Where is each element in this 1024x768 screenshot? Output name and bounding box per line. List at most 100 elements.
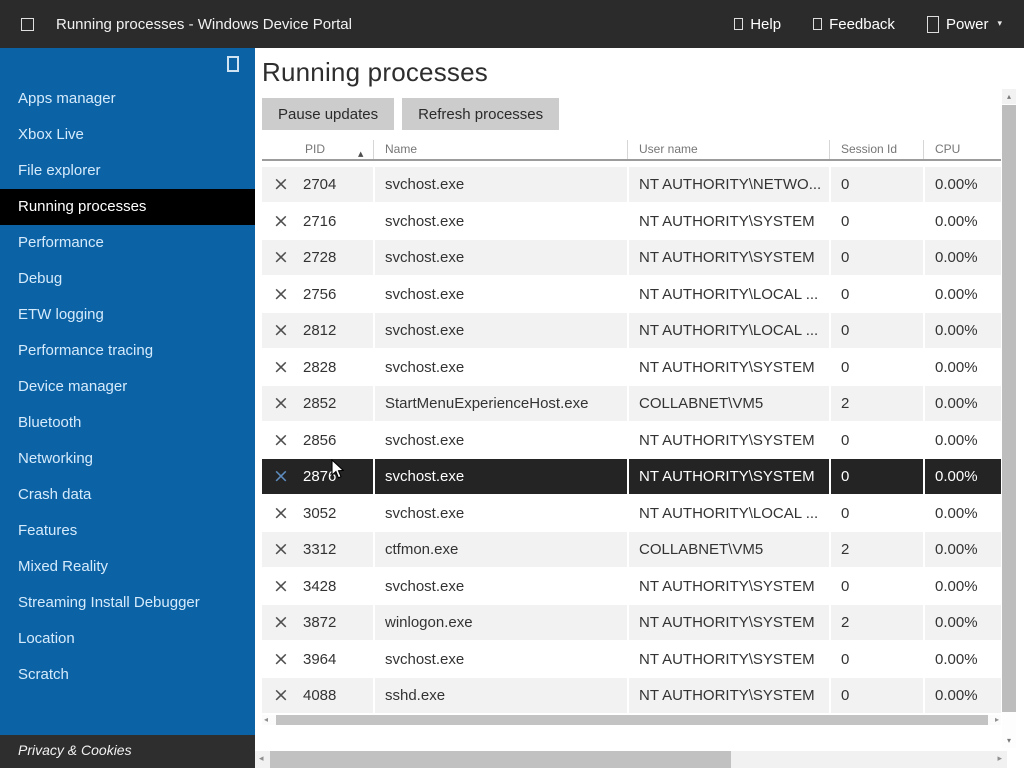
sidebar-item-location[interactable]: Location xyxy=(18,630,75,647)
table-row[interactable]: × 2856 svchost.exe NT AUTHORITY\SYSTEM 0 0.00… xyxy=(262,422,1001,458)
session-cell: 0 xyxy=(829,678,923,713)
table-row[interactable]: × 2876 svchost.exe NT AUTHORITY\SYSTEM 0 0.00… xyxy=(262,459,1001,494)
table-row[interactable]: × 2852 StartMenuExperienceHost.exe COLLABNE… xyxy=(262,386,1001,421)
kill-process-icon[interactable]: × xyxy=(273,319,289,341)
user-cell: NT AUTHORITY\LOCAL ... xyxy=(627,276,829,312)
table-row[interactable]: × 2716 svchost.exe NT AUTHORITY\SYSTEM 0 0.00… xyxy=(262,203,1001,239)
sidebar-item-performance[interactable]: Performance xyxy=(18,234,104,251)
name-cell: svchost.exe xyxy=(373,641,627,677)
help-button[interactable]: Help xyxy=(734,16,781,33)
kill-process-icon[interactable]: × xyxy=(273,428,289,451)
kill-process-icon[interactable]: × xyxy=(273,392,289,414)
table-horizontal-scrollbar[interactable]: ◂ ▸ xyxy=(262,715,1001,725)
toolbar: Pause updates Refresh processes xyxy=(262,98,560,130)
column-header-username[interactable]: User name xyxy=(627,140,829,159)
pause-updates-button[interactable]: Pause updates xyxy=(262,98,395,130)
column-header-cpu[interactable]: CPU xyxy=(923,140,1001,159)
table-row[interactable]: × 3428 svchost.exe NT AUTHORITY\SYSTEM 0 0.00… xyxy=(262,568,1001,604)
column-header-name[interactable]: Name xyxy=(373,140,627,159)
kill-process-icon[interactable]: × xyxy=(273,465,289,487)
user-cell: NT AUTHORITY\SYSTEM xyxy=(627,349,829,385)
sidebar-item-scratch[interactable]: Scratch xyxy=(18,666,69,683)
kill-process-icon[interactable]: × xyxy=(273,173,289,195)
scroll-right-icon[interactable]: ▸ xyxy=(997,754,1002,764)
column-header-sessionid[interactable]: Session Id xyxy=(829,140,923,159)
sidebar-item-streaming-install-debugger[interactable]: Streaming Install Debugger xyxy=(18,594,200,611)
kill-process-icon[interactable]: × xyxy=(273,501,289,524)
table-header: PID ▲ Name User name Session Id CPU xyxy=(262,140,1001,161)
name-cell: svchost.exe xyxy=(373,349,627,385)
cpu-cell: 0.00% xyxy=(923,459,1001,494)
kill-process-icon[interactable]: × xyxy=(273,574,289,597)
kill-process-icon[interactable]: × xyxy=(273,282,289,305)
sidebar-item-running-processes[interactable]: Running processes xyxy=(0,189,255,225)
table-row[interactable]: × 2704 svchost.exe NT AUTHORITY\NETWO... 0 0.… xyxy=(262,167,1001,202)
pid-cell: 3428 xyxy=(303,577,337,595)
table-row[interactable]: × 4088 sshd.exe NT AUTHORITY\SYSTEM 0 0.00% xyxy=(262,678,1001,713)
pid-cell: 2716 xyxy=(303,212,337,230)
user-cell: COLLABNET\VM5 xyxy=(627,386,829,421)
scroll-down-icon[interactable]: ▾ xyxy=(1006,736,1011,745)
name-cell: svchost.exe xyxy=(373,203,627,239)
sidebar-item-apps-manager[interactable]: Apps manager xyxy=(18,90,116,107)
cpu-cell: 0.00% xyxy=(923,678,1001,713)
session-cell: 0 xyxy=(829,203,923,239)
scroll-up-icon[interactable]: ▴ xyxy=(1002,89,1016,104)
help-label: Help xyxy=(750,15,782,33)
table-row[interactable]: × 2828 svchost.exe NT AUTHORITY\SYSTEM 0 0.00… xyxy=(262,349,1001,385)
sidebar-item-mixed-reality[interactable]: Mixed Reality xyxy=(18,558,109,575)
kill-process-icon[interactable]: × xyxy=(273,684,289,706)
kill-process-icon[interactable]: × xyxy=(273,647,289,670)
table-row[interactable]: × 3052 svchost.exe NT AUTHORITY\LOCAL ... 0 0… xyxy=(262,495,1001,531)
sidebar-item-xbox-live[interactable]: Xbox Live xyxy=(18,126,84,143)
refresh-processes-button[interactable]: Refresh processes xyxy=(402,98,560,130)
sidebar-item-device-manager[interactable]: Device manager xyxy=(18,378,128,395)
help-icon xyxy=(734,18,744,30)
user-cell: NT AUTHORITY\SYSTEM xyxy=(627,203,829,239)
page-vscroll-thumb[interactable] xyxy=(1002,105,1016,712)
sidebar-nav: Apps manager Xbox Live File explorer Runnin… xyxy=(0,81,255,693)
pid-cell: 2876 xyxy=(303,468,337,485)
scroll-left-icon[interactable]: ◂ xyxy=(264,715,269,724)
user-cell: NT AUTHORITY\NETWO... xyxy=(627,167,829,202)
kill-process-icon[interactable]: × xyxy=(273,611,289,633)
table-hscroll-thumb[interactable] xyxy=(276,715,988,725)
kill-process-icon[interactable]: × xyxy=(273,209,289,232)
session-cell: 0 xyxy=(829,422,923,458)
sidebar-item-etw-logging[interactable]: ETW logging xyxy=(18,306,104,323)
sidebar-item-performance-tracing[interactable]: Performance tracing xyxy=(18,342,154,359)
sidebar-item-file-explorer[interactable]: File explorer xyxy=(18,162,101,179)
sidebar-item-bluetooth[interactable]: Bluetooth xyxy=(18,414,82,431)
table-row[interactable]: × 3872 winlogon.exe NT AUTHORITY\SYSTEM 2 0.0… xyxy=(262,605,1001,640)
scroll-left-icon[interactable]: ◂ xyxy=(259,754,264,764)
kill-process-icon[interactable]: × xyxy=(273,538,289,560)
table-row[interactable]: × 2728 svchost.exe NT AUTHORITY\SYSTEM 0 0.00… xyxy=(262,240,1001,275)
table-row[interactable]: × 3964 svchost.exe NT AUTHORITY\SYSTEM 0 0.00… xyxy=(262,641,1001,677)
table-row[interactable]: × 2756 svchost.exe NT AUTHORITY\LOCAL ... 0 0… xyxy=(262,276,1001,312)
feedback-icon xyxy=(813,18,823,30)
privacy-cookies-link[interactable]: Privacy & Cookies xyxy=(0,735,255,768)
kill-process-icon[interactable]: × xyxy=(273,246,289,268)
table-row[interactable]: × 2812 svchost.exe NT AUTHORITY\LOCAL ... 0 0… xyxy=(262,313,1001,348)
power-menu-button[interactable]: Power ▾ xyxy=(926,15,1002,33)
name-cell: svchost.exe xyxy=(373,495,627,531)
name-cell: sshd.exe xyxy=(373,678,627,713)
column-header-pid[interactable]: PID ▲ xyxy=(262,140,373,159)
feedback-label: Feedback xyxy=(829,15,895,33)
page-hscroll-thumb[interactable] xyxy=(270,751,731,768)
scroll-right-icon[interactable]: ▸ xyxy=(994,715,999,724)
sidebar-item-debug[interactable]: Debug xyxy=(18,270,63,287)
sidebar-item-features[interactable]: Features xyxy=(18,522,78,539)
table-row[interactable]: × 3312 ctfmon.exe COLLABNET\VM5 2 0.00% xyxy=(262,532,1001,567)
cpu-cell: 0.00% xyxy=(923,167,1001,202)
page-horizontal-scrollbar[interactable]: ◂ ▸ xyxy=(255,751,1007,768)
sidebar-item-networking[interactable]: Networking xyxy=(18,450,94,467)
feedback-button[interactable]: Feedback xyxy=(813,16,895,33)
sidebar-item-crash-data[interactable]: Crash data xyxy=(18,486,92,503)
name-cell: winlogon.exe xyxy=(373,605,627,640)
cpu-cell: 0.00% xyxy=(923,422,1001,458)
name-cell: svchost.exe xyxy=(373,422,627,458)
pid-cell: 3312 xyxy=(303,541,337,558)
sidebar-collapse-icon[interactable] xyxy=(227,56,239,72)
kill-process-icon[interactable]: × xyxy=(273,355,289,378)
